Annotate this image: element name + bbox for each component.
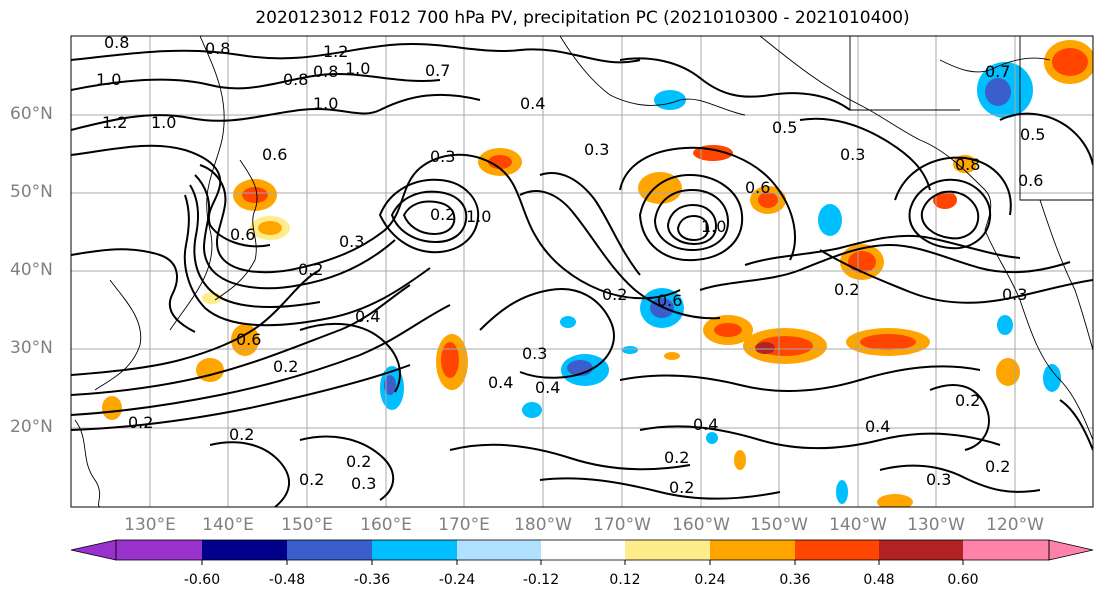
contour-label: 0.6 (230, 225, 255, 244)
lat-label-30n: 30°N (10, 338, 53, 358)
contour-label: 0.6 (262, 145, 287, 164)
lon-label-150e: 150°E (281, 515, 333, 535)
contour-label: 0.3 (840, 145, 865, 164)
contour-label: 0.7 (985, 62, 1010, 81)
contour-label: 1.2 (102, 113, 127, 132)
contour-label: 0.8 (205, 39, 230, 58)
colorbar-tick-label: -0.48 (268, 572, 306, 588)
map-title: 2020123012 F012 700 hPa PV, precipitatio… (255, 8, 910, 28)
contour-label: 0.8 (104, 33, 129, 52)
colorbar-tick-label: 0.12 (609, 572, 641, 588)
lat-label-50n: 50°N (10, 182, 53, 202)
contour-label: 0.2 (955, 391, 980, 410)
map-frame (70, 35, 1094, 508)
lon-label-140e: 140°E (202, 515, 254, 535)
contour-label: 1.0 (96, 70, 121, 89)
colorbar-tick-label: -0.36 (353, 572, 391, 588)
contour-label: 1.0 (466, 207, 491, 226)
colorbar-segment (116, 540, 202, 560)
lon-label-130w: 130°W (907, 515, 965, 535)
contour-label: 1.0 (313, 94, 338, 113)
colorbar-segment (710, 540, 795, 560)
contour-label: 0.2 (664, 448, 689, 467)
colorbar-segment (963, 540, 1049, 560)
lon-label-170w: 170°W (593, 515, 651, 535)
colorbar-tick-label: -0.12 (522, 572, 560, 588)
colorbar (70, 539, 1094, 565)
contour-label: 0.2 (298, 260, 323, 279)
contour-label: 0.4 (693, 415, 718, 434)
contour-label: 0.2 (346, 452, 371, 471)
pv-contours (71, 42, 1093, 507)
contour-label: 0.4 (865, 417, 890, 436)
contour-label: 0.6 (1018, 171, 1043, 190)
colorbar-max-extend (1048, 539, 1094, 561)
lat-label-20n: 20°N (10, 417, 53, 437)
contour-label: 1.0 (701, 217, 726, 236)
graticule (71, 36, 1093, 507)
colorbar-segment (625, 540, 710, 560)
contour-label: 1.0 (151, 113, 176, 132)
contour-label: 0.2 (229, 425, 254, 444)
lat-label-60n: 60°N (10, 104, 53, 124)
colorbar-tick-label: 0.24 (694, 572, 726, 588)
colorbar-min-extend (70, 539, 117, 561)
colorbar-segment (287, 540, 372, 560)
contour-label: 0.3 (339, 232, 364, 251)
contour-label: 0.4 (488, 373, 513, 392)
colorbar-segment (457, 540, 541, 560)
contour-label: 0.4 (520, 94, 545, 113)
contour-label: 1.2 (323, 42, 348, 61)
contour-label: 0.2 (299, 470, 324, 489)
colorbar-segment (202, 540, 287, 560)
contour-label: 0.3 (926, 470, 951, 489)
contour-label: 0.2 (430, 205, 455, 224)
contour-label: 0.6 (236, 330, 261, 349)
colorbar-tick-label: 0.60 (947, 572, 979, 588)
contour-label: 0.7 (425, 61, 450, 80)
contour-label: 0.2 (128, 413, 153, 432)
lon-label-140w: 140°W (829, 515, 887, 535)
colorbar-tick-label: -0.24 (438, 572, 476, 588)
colorbar-tick-label: -0.60 (183, 572, 221, 588)
contour-label: 0.2 (669, 478, 694, 497)
contour-label: 0.2 (985, 457, 1010, 476)
contour-label: 0.4 (355, 307, 380, 326)
contour-label: 0.8 (313, 62, 338, 81)
contour-label: 0.8 (283, 70, 308, 89)
colorbar-segment (541, 540, 625, 560)
contour-label: 0.5 (772, 118, 797, 137)
contour-label: 0.8 (955, 155, 980, 174)
contour-label: 0.4 (535, 378, 560, 397)
lon-label-130e: 130°E (124, 515, 176, 535)
lon-label-170e: 170°E (438, 515, 490, 535)
lon-label-160w: 160°W (672, 515, 730, 535)
contour-label: 0.3 (430, 147, 455, 166)
colorbar-segment (879, 540, 963, 560)
colorbar-tick-label: 0.48 (863, 572, 895, 588)
contour-label: 0.6 (657, 291, 682, 310)
contour-label: 0.3 (522, 344, 547, 363)
lon-label-180w: 180°W (514, 515, 572, 535)
contour-label: 0.2 (834, 280, 859, 299)
colorbar-segment (372, 540, 457, 560)
contour-label: 0.3 (351, 474, 376, 493)
contour-labels: 0.8 0.8 1.2 1.0 1.0 0.8 0.8 1.0 1.2 1.0 … (96, 33, 1045, 497)
colorbar-segment (795, 540, 879, 560)
contour-label: 0.6 (745, 178, 770, 197)
contour-label: 0.3 (584, 140, 609, 159)
colorbar-tick-label: 0.36 (779, 572, 811, 588)
lon-label-120w: 120°W (986, 515, 1044, 535)
contour-label: 0.3 (1002, 285, 1027, 304)
lon-label-160e: 160°E (360, 515, 412, 535)
contour-label: 0.2 (273, 357, 298, 376)
lat-label-40n: 40°N (10, 260, 53, 280)
contour-label: 0.2 (602, 285, 627, 304)
colorbar-frame (115, 539, 1050, 561)
lon-label-150w: 150°W (750, 515, 808, 535)
contour-label: 1.0 (345, 59, 370, 78)
contour-label: 0.5 (1020, 125, 1045, 144)
